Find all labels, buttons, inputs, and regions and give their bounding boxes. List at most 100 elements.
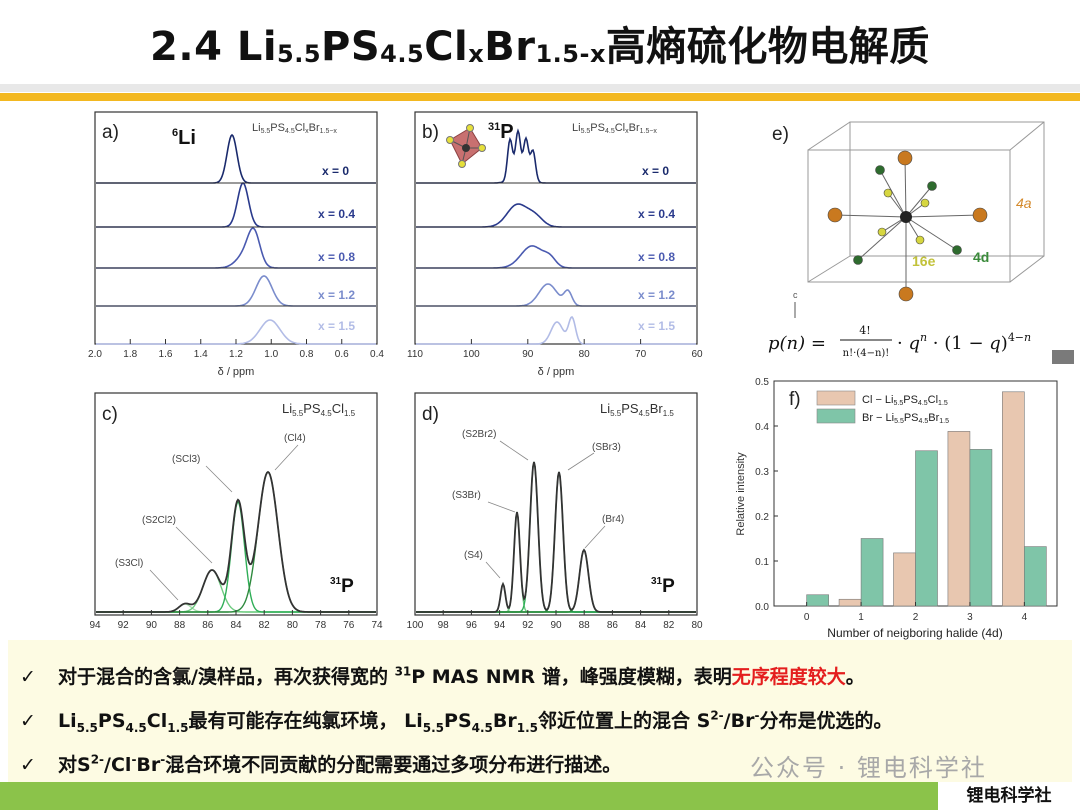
panel-a-series-3: x = 1.2: [318, 288, 355, 302]
panel-c-peak-0: (S3Cl): [115, 558, 143, 569]
tick-label: 80: [287, 620, 299, 631]
tick-label: 100: [407, 620, 424, 631]
tick-label: 76: [343, 620, 355, 631]
atom: [927, 181, 937, 191]
tick-label: 84: [635, 620, 647, 631]
brand-label: 锂电科学社: [938, 782, 1080, 810]
bullet-2: ✓ Li5.5PS4.5Cl1.5最有可能存在纯氯环境， Li5.5PS4.5Br…: [20, 708, 893, 735]
x-tick-label: 2: [913, 612, 919, 623]
bar-br-4: [1024, 546, 1047, 607]
tick-label: 94: [494, 620, 506, 631]
component-peak: [416, 511, 696, 613]
panel-a-nucleus: 6Li: [172, 127, 196, 149]
panel-d: d) Li5.5PS4.5Br1.5 (S4) (S3Br) (S2Br2) (…: [407, 392, 703, 631]
chart-legend: Cl − Li5.5PS4.5Cl1.5 Br − Li5.5PS4.5Br1.…: [816, 390, 949, 425]
tick-label: 84: [230, 620, 242, 631]
footer-bar: [0, 782, 938, 810]
bar-cl-2: [893, 552, 916, 607]
svg-text:p(n) =: p(n) =: [768, 333, 826, 354]
tick-label: 1.8: [123, 349, 137, 360]
legend-swatch-br: [816, 408, 856, 424]
panel-a-series-4: x = 1.5: [318, 319, 355, 333]
panel-b-series-1: x = 0.4: [638, 207, 675, 221]
atom: [898, 286, 914, 302]
panel-a: a) 6Li Li5.5PS4.5ClxBr1.5−x x = 0 x = 0.…: [88, 111, 384, 378]
site-label-16e: 16e: [912, 253, 936, 269]
chart-ylabel: Relative intensity: [735, 452, 747, 536]
check-icon: ✓: [20, 754, 36, 776]
central-atom: [900, 211, 912, 223]
tick-label: 88: [174, 620, 186, 631]
component-peak: [416, 582, 696, 613]
atom: [883, 188, 893, 198]
check-icon: ✓: [20, 710, 36, 732]
tick-label: 86: [202, 620, 214, 631]
tick-label: 1.4: [194, 349, 208, 360]
unit-cell: [807, 121, 1045, 283]
panel-f-label: f): [789, 389, 801, 410]
tick-label: 92: [118, 620, 130, 631]
atom: [877, 227, 887, 237]
watermark: 公众号 · 锂电科学社: [750, 754, 987, 782]
tick-label: 80: [691, 620, 703, 631]
bullet-3: ✓ 对S2-/Cl-Br-混合环境不同贡献的分配需要通过多项分布进行描述。: [20, 752, 622, 776]
summary-box: [8, 640, 1072, 782]
x-tick-label: 3: [967, 612, 973, 623]
bullet-1: ✓ 对于混合的含氯/溴样品，再次获得宽的 31P MAS NMR 谱，峰强度模糊，…: [20, 664, 865, 688]
atom: [915, 235, 925, 245]
atom-cluster: [827, 150, 988, 302]
y-tick-label: 0.3: [755, 467, 769, 478]
y-tick-label: 0.0: [755, 602, 769, 613]
panel-c-peak-2: (SCl3): [172, 454, 200, 465]
tick-label: 0.4: [370, 349, 384, 360]
panel-d-nucleus: 31P: [651, 576, 675, 597]
site-label-4d: 4d: [973, 249, 989, 265]
panel-b-series-3: x = 1.2: [638, 288, 675, 302]
panel-d-peak-3: (SBr3): [592, 442, 621, 453]
panel-d-peak-2: (S2Br2): [462, 429, 496, 440]
bar-cl-1: [838, 598, 862, 607]
tick-label: 88: [579, 620, 591, 631]
tick-label: 110: [407, 349, 423, 360]
svg-text:· qn · (1 − q)4−n: · qn · (1 − q)4−n: [897, 331, 1031, 354]
tick-label: 0.6: [335, 349, 349, 360]
tick-label: 82: [259, 620, 271, 631]
atom: [952, 245, 962, 255]
bar-br-2: [915, 450, 938, 607]
tick-label: 70: [635, 349, 647, 360]
legend-label-br: Br − Li5.5PS4.5Br1.5: [862, 412, 949, 425]
figure-panels: a) 6Li Li5.5PS4.5ClxBr1.5−x x = 0 x = 0.…: [88, 111, 1058, 640]
tick-label: 82: [663, 620, 675, 631]
svg-text:4!: 4!: [859, 324, 870, 337]
atom: [920, 198, 930, 208]
panel-c-peak-1: (S2Cl2): [142, 515, 176, 526]
panel-d-peak-0: (S4): [464, 550, 483, 561]
tick-label: 96: [466, 620, 478, 631]
tick-label: 86: [607, 620, 619, 631]
tick-label: 90: [522, 349, 534, 360]
panel-b-xlabel: δ / ppm: [538, 366, 575, 378]
tick-label: 80: [579, 349, 591, 360]
tick-label: 78: [315, 620, 327, 631]
legend-label-cl: Cl − Li5.5PS4.5Cl1.5: [862, 394, 948, 407]
tick-label: 2.0: [88, 349, 102, 360]
panel-d-label: d): [422, 404, 439, 425]
y-tick-label: 0.5: [755, 377, 769, 388]
tick-label: 74: [371, 620, 383, 631]
tick-label: 0.8: [300, 349, 314, 360]
panel-c-peak-3: (Cl4): [284, 433, 306, 444]
panel-d-peak-1: (S3Br): [452, 490, 481, 501]
panel-c: c) Li5.5PS4.5Cl1.5 (S3Cl) (S2Cl2) (SCl3)…: [89, 392, 383, 631]
y-tick-label: 0.4: [755, 422, 769, 433]
title-divider-yellow: [0, 93, 1080, 101]
tick-label: 60: [691, 349, 703, 360]
tetrahedron-icon: [446, 124, 486, 168]
highlight-disorder: 无序程度较大: [731, 666, 846, 688]
panel-c-label: c): [102, 404, 118, 425]
panel-d-peak-4: (Br4): [602, 514, 624, 525]
atom: [897, 150, 913, 166]
panel-c-nucleus: 31P: [330, 576, 354, 597]
atom: [875, 165, 885, 175]
panel-b: b) 31P Li5.5PS4.5ClxBr1.5−x x = 0 x = 0.…: [407, 111, 703, 378]
bar-cl-3: [947, 431, 971, 607]
